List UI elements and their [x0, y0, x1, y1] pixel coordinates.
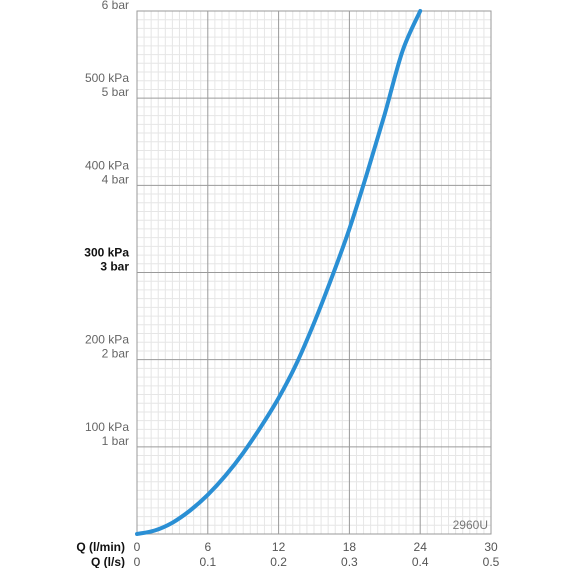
x-tick-lmin: 24 — [414, 540, 428, 554]
x-tick-ls: 0.5 — [483, 555, 500, 568]
y-tick-bar: 4 bar — [102, 172, 129, 186]
y-tick-bar: 5 bar — [102, 85, 129, 99]
major-gridlines — [137, 11, 491, 534]
x-tick-ls: 0.3 — [341, 555, 358, 568]
plot-frame — [136, 10, 492, 535]
x-axis-ticks: 00 60.1 120.2 180.3 240.4 300.5 — [134, 540, 500, 568]
x-tick-ls: 0 — [134, 555, 141, 568]
y-tick-bar: 3 bar — [100, 260, 129, 274]
x-axis-label-lmin: Q (l/min) — [76, 540, 125, 554]
model-label: 2960U — [453, 518, 488, 532]
y-tick-kpa: 200 kPa — [85, 333, 129, 347]
y-tick-kpa: 300 kPa — [84, 246, 129, 260]
x-tick-lmin: 12 — [272, 540, 286, 554]
y-tick-bar: 6 bar — [102, 0, 129, 12]
y-tick-bar: 1 bar — [102, 434, 129, 448]
x-tick-lmin: 30 — [484, 540, 498, 554]
x-tick-ls: 0.1 — [199, 555, 216, 568]
series-layer — [135, 9, 423, 536]
y-tick-kpa: 100 kPa — [85, 420, 129, 434]
y-tick-bar: 2 bar — [102, 347, 129, 361]
x-tick-lmin: 6 — [204, 540, 211, 554]
x-tick-lmin: 0 — [134, 540, 141, 554]
y-tick-kpa: 500 kPa — [85, 71, 129, 85]
y-tick-kpa: 400 kPa — [85, 158, 129, 172]
x-tick-ls: 0.2 — [270, 555, 287, 568]
flow-pressure-curve — [135, 9, 423, 536]
x-tick-ls: 0.4 — [412, 555, 429, 568]
x-tick-lmin: 18 — [343, 540, 357, 554]
x-axis-label-ls: Q (l/s) — [91, 555, 125, 568]
